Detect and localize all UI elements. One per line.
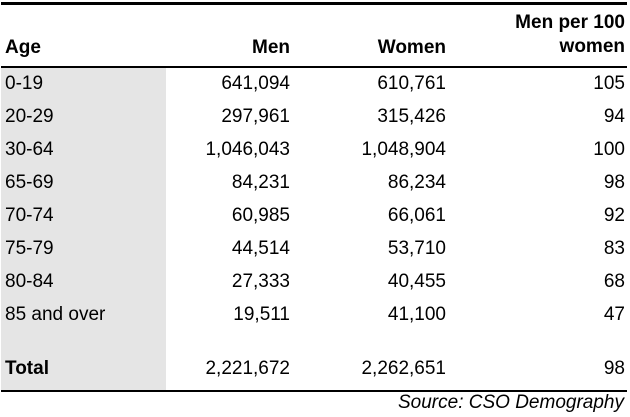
cell-age: 80-84	[5, 271, 54, 292]
source-note: Source: CSO Demography	[398, 392, 624, 413]
cell-men: 84,231	[231, 172, 290, 193]
cell-women: 53,710	[387, 238, 446, 259]
cell-women: 40,455	[387, 271, 446, 292]
cell-age: 65-69	[5, 172, 54, 193]
cell-men: 1,046,043	[205, 139, 290, 160]
table-row: 20-29 297,961 315,426 94	[1, 102, 627, 134]
header-age: Age	[5, 37, 41, 58]
top-rule	[1, 2, 627, 5]
table-row: 75-79 44,514 53,710 83	[1, 234, 627, 266]
cell-men: 641,094	[221, 73, 290, 94]
cell-men: 60,985	[231, 205, 290, 226]
cell-ratio: 100	[593, 139, 625, 160]
cell-women: 41,100	[387, 304, 446, 325]
total-ratio: 98	[603, 358, 625, 379]
cell-age: 20-29	[5, 106, 54, 127]
header-ratio-line1: Men per 100	[515, 12, 625, 33]
cell-ratio: 94	[603, 106, 625, 127]
cell-ratio: 92	[603, 205, 625, 226]
cell-women: 315,426	[377, 106, 446, 127]
bottom-rule	[1, 390, 627, 392]
table-row: 65-69 84,231 86,234 98	[1, 168, 627, 200]
age-column-shade	[1, 68, 166, 390]
table-header: Age Men Women Men per 100 women	[1, 5, 627, 65]
cell-women: 1,048,904	[361, 139, 446, 160]
table-row: 0-19 641,094 610,761 105	[1, 69, 627, 101]
table-row: 80-84 27,333 40,455 68	[1, 267, 627, 299]
table-row: 85 and over 19,511 41,100 47	[1, 300, 627, 332]
cell-age: 75-79	[5, 238, 54, 259]
cell-men: 19,511	[233, 304, 290, 325]
total-men: 2,221,672	[205, 358, 290, 379]
total-label: Total	[5, 358, 49, 379]
cell-age: 70-74	[5, 205, 54, 226]
cell-ratio: 98	[603, 172, 625, 193]
cell-men: 27,333	[231, 271, 290, 292]
total-women: 2,262,651	[361, 358, 446, 379]
cell-age: 0-19	[5, 73, 44, 94]
cell-age: 85 and over	[5, 304, 106, 325]
header-rule	[1, 66, 627, 68]
cell-women: 610,761	[377, 73, 446, 94]
cell-ratio: 68	[603, 271, 625, 292]
header-ratio-line2: women	[559, 36, 625, 57]
cell-ratio: 83	[603, 238, 625, 259]
total-row: Total 2,221,672 2,262,651 98	[1, 354, 627, 386]
header-women: Women	[377, 37, 446, 58]
cell-men: 44,514	[231, 238, 290, 259]
cell-age: 30-64	[5, 139, 54, 160]
table-row: 70-74 60,985 66,061 92	[1, 201, 627, 233]
header-men: Men	[252, 37, 290, 58]
cell-men: 297,961	[221, 106, 290, 127]
table-row: 30-64 1,046,043 1,048,904 100	[1, 135, 627, 167]
cell-women: 86,234	[387, 172, 446, 193]
cell-ratio: 105	[593, 73, 625, 94]
cell-women: 66,061	[387, 205, 446, 226]
cell-ratio: 47	[603, 304, 625, 325]
header-ratio: Men per 100 women	[515, 11, 625, 59]
